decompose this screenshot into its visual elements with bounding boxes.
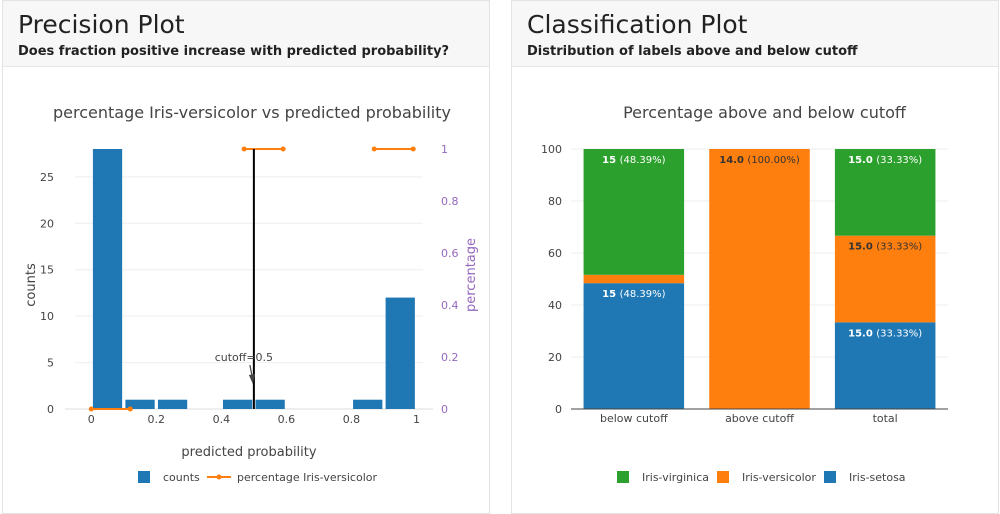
classification-card-subtitle: Distribution of labels above and below c… xyxy=(527,44,858,59)
precision-card-subtitle: Does fraction positive increase with pre… xyxy=(18,44,450,59)
legend-swatch xyxy=(824,471,836,483)
classification-chart[interactable]: Percentage above and below cutoff 0 20 40 60… xyxy=(512,68,998,513)
segment-data-label: 15 (48.39%) xyxy=(602,155,665,166)
count-bar xyxy=(255,399,285,409)
y-tick-label: 60 xyxy=(548,247,562,260)
x-tick-label: 0 xyxy=(88,413,95,426)
x-tick-label: 0.6 xyxy=(278,413,296,426)
precision-chart[interactable]: percentage Iris-versicolor vs predicted … xyxy=(3,68,489,513)
x-tick-label: total xyxy=(873,412,898,425)
y-tick-label: 0 xyxy=(47,403,54,416)
y-tick-label: 15 xyxy=(40,264,54,277)
legend-percentage-marker xyxy=(216,474,222,480)
y-tick-label: 10 xyxy=(40,310,54,323)
legend-label: Iris-virginica xyxy=(642,471,709,484)
x-tick-label: 0.4 xyxy=(213,413,231,426)
y2-tick-label: 0.6 xyxy=(441,247,459,260)
percentage-point xyxy=(241,146,247,152)
x-tick-label: 1 xyxy=(413,413,420,426)
stacked-bar-segment xyxy=(583,149,685,275)
y-tick-label: 20 xyxy=(40,217,54,230)
classification-card-header: Classification Plot Distribution of labe… xyxy=(512,1,998,67)
stacked-bar-segment xyxy=(709,149,810,409)
y2-tick-label: 0.4 xyxy=(441,299,459,312)
chart-title: percentage Iris-versicolor vs predicted … xyxy=(53,103,451,122)
y2-tick-label: 0.8 xyxy=(441,195,459,208)
count-bar xyxy=(157,399,188,409)
percentage-point xyxy=(127,406,133,412)
legend-counts-label: counts xyxy=(163,471,200,484)
stacked-bar-segment xyxy=(583,283,685,409)
x-tick-label: 0.8 xyxy=(343,413,361,426)
y-axis-label: counts xyxy=(24,263,39,307)
legend-swatch xyxy=(717,471,729,483)
percentage-point xyxy=(88,406,94,412)
classification-card: Classification Plot Distribution of labe… xyxy=(511,0,999,514)
precision-card: Precision Plot Does fraction positive in… xyxy=(2,0,490,514)
percentage-point xyxy=(280,146,286,152)
y-tick-label: 5 xyxy=(47,357,54,370)
legend-percentage-label: percentage Iris-versicolor xyxy=(237,471,377,484)
y-tick-label: 25 xyxy=(40,171,54,184)
y2-tick-label: 0 xyxy=(441,403,448,416)
x-tick-label: 0.2 xyxy=(148,413,166,426)
stacked-bar-segment xyxy=(834,235,936,323)
segment-data-label: 15.0 (33.33%) xyxy=(848,242,922,253)
legend-counts-swatch xyxy=(138,471,150,483)
cutoff-annotation: cutoff=0.5 xyxy=(215,351,273,364)
y2-tick-label: 1 xyxy=(441,143,448,156)
count-bar xyxy=(222,399,253,409)
stacked-bar-segment xyxy=(834,149,936,236)
precision-card-header: Precision Plot Does fraction positive in… xyxy=(3,1,489,67)
y-tick-label: 100 xyxy=(541,143,562,156)
segment-data-label: 14.0 (100.00%) xyxy=(719,155,800,166)
legend-swatch xyxy=(617,471,629,483)
segment-data-label: 15 (48.39%) xyxy=(602,289,665,300)
segment-data-label: 15.0 (33.33%) xyxy=(848,155,922,166)
precision-card-title: Precision Plot xyxy=(18,10,185,39)
y-tick-label: 0 xyxy=(555,403,562,416)
legend-label: Iris-versicolor xyxy=(742,471,816,484)
y-tick-label: 20 xyxy=(548,351,562,364)
cutoff-arrow-head xyxy=(248,374,255,384)
x-axis-label: predicted probability xyxy=(181,445,316,460)
count-bar xyxy=(385,297,415,409)
stacked-bar-segment xyxy=(834,322,936,409)
classification-card-title: Classification Plot xyxy=(527,10,748,39)
x-tick-label: below cutoff xyxy=(600,412,668,425)
y-tick-label: 80 xyxy=(548,195,562,208)
y2-axis-label: percentage xyxy=(464,238,479,312)
chart-title: Percentage above and below cutoff xyxy=(623,103,907,122)
segment-data-label: 15.0 (33.33%) xyxy=(848,328,922,339)
stacked-bar-segment xyxy=(583,274,685,284)
percentage-point xyxy=(371,146,377,152)
x-tick-label: above cutoff xyxy=(725,412,794,425)
y-tick-label: 40 xyxy=(548,299,562,312)
count-bar xyxy=(125,399,155,409)
percentage-point xyxy=(410,146,416,152)
count-bar xyxy=(92,149,123,409)
count-bar xyxy=(353,399,383,409)
y2-tick-label: 0.2 xyxy=(441,351,459,364)
legend-label: Iris-setosa xyxy=(849,471,906,484)
